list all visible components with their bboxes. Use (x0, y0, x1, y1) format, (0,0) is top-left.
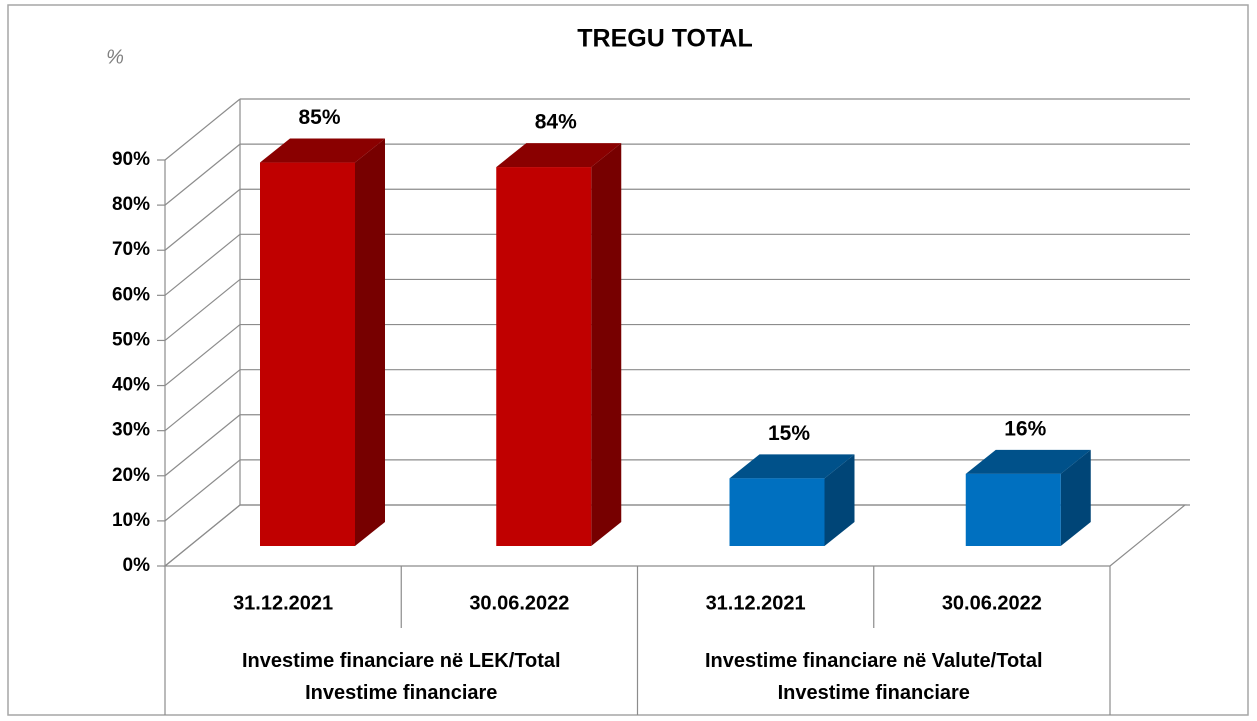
y-tick-label: 40% (112, 375, 150, 396)
bar-side (355, 138, 385, 547)
bar (965, 473, 1061, 546)
grid-line (164, 233, 241, 296)
grid-line (164, 414, 241, 477)
bar-side (591, 143, 622, 547)
y-tick-label: 80% (112, 194, 150, 215)
x-tick-label: 30.06.2022 (942, 592, 1042, 614)
grid-line (164, 369, 241, 432)
chart-border (7, 4, 1249, 716)
x-tick-label: 31.12.2021 (233, 592, 333, 614)
bar-side (824, 454, 855, 546)
x-tick-label: 30.06.2022 (469, 592, 569, 614)
chart-title: TREGU TOTAL (577, 25, 752, 53)
bar-top (965, 449, 1091, 474)
grid-line (164, 459, 241, 522)
bar-top (260, 138, 385, 163)
data-label: 84% (535, 111, 577, 134)
grid-line (164, 504, 241, 567)
bar-top (729, 454, 855, 479)
y-tick-label: 90% (112, 149, 150, 170)
y-tick-label: 50% (112, 329, 150, 350)
grid-line (164, 143, 241, 206)
data-label: 85% (298, 106, 340, 129)
bar (729, 478, 825, 546)
y-tick-label: 20% (112, 465, 150, 486)
bar-top (496, 143, 622, 168)
y-tick-label: 30% (112, 420, 150, 441)
y-axis-label: % (106, 46, 124, 68)
data-label: 15% (768, 422, 810, 445)
bar-side (1060, 449, 1091, 546)
bar (260, 162, 355, 547)
grid-line (164, 188, 241, 251)
y-tick-label: 0% (123, 555, 151, 576)
bar (496, 167, 592, 547)
x-tick-label: 31.12.2021 (706, 592, 806, 614)
data-label: 16% (1004, 417, 1046, 440)
group-label: Investime financiare në Valute/Total Inv… (704, 650, 1043, 704)
grid-line (164, 324, 241, 387)
grid-line (164, 98, 241, 161)
y-tick-label: 60% (112, 284, 150, 305)
grid-line (164, 278, 241, 341)
group-label: Investime financiare në LEK/Total Invest… (241, 650, 561, 704)
y-tick-label: 70% (112, 239, 150, 260)
y-tick-label: 10% (112, 510, 150, 531)
